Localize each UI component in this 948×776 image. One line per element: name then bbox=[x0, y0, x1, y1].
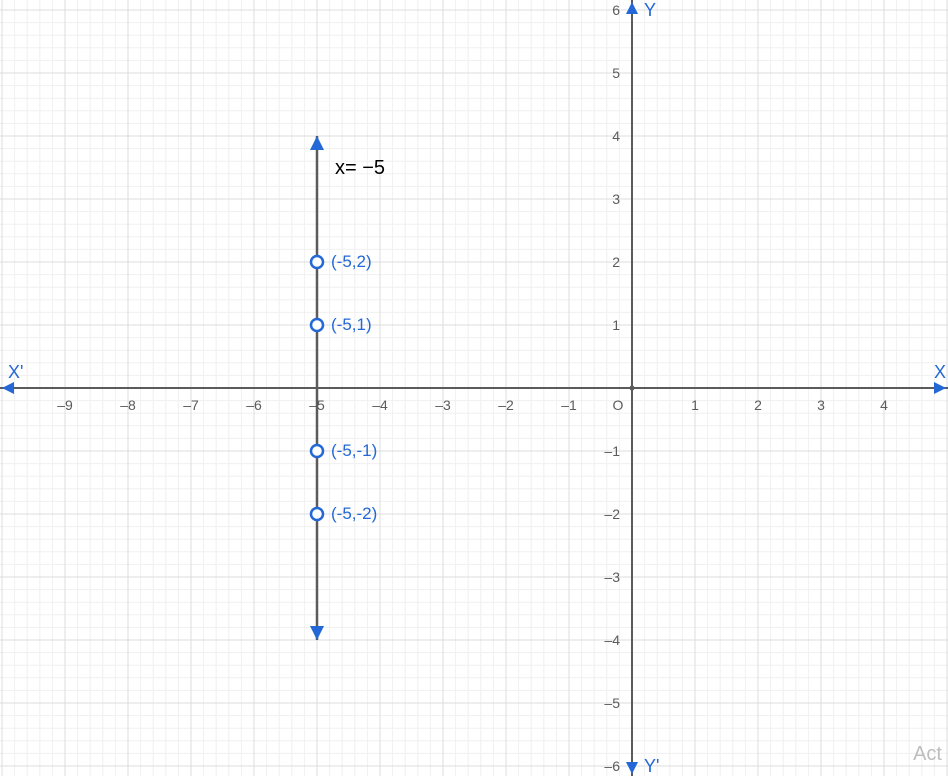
y-tick-label: 2 bbox=[612, 254, 620, 270]
y-tick-label: 5 bbox=[612, 65, 620, 81]
y-tick-label: –1 bbox=[604, 443, 620, 459]
y-neg-label: Y' bbox=[644, 756, 659, 776]
arrowhead-icon bbox=[2, 382, 14, 394]
x-tick-label: –6 bbox=[246, 397, 262, 413]
x-tick-label: –1 bbox=[561, 397, 577, 413]
origin-dot bbox=[630, 386, 635, 391]
x-tick-label: –8 bbox=[120, 397, 136, 413]
y-pos-label: Y bbox=[644, 0, 656, 20]
y-tick-label: –2 bbox=[604, 506, 620, 522]
x-tick-label: 2 bbox=[754, 397, 762, 413]
x-tick-label: –3 bbox=[435, 397, 451, 413]
chart-svg: –9–8–7–6–5–4–3–2–11234–6–5–4–3–2–1123456… bbox=[0, 0, 948, 776]
y-tick-label: –3 bbox=[604, 569, 620, 585]
origin-label: O bbox=[613, 397, 624, 413]
watermark-text: Act bbox=[913, 743, 942, 765]
x-tick-label: 3 bbox=[817, 397, 825, 413]
plotted-point bbox=[311, 319, 323, 331]
y-tick-label: 3 bbox=[612, 191, 620, 207]
y-tick-label: –4 bbox=[604, 632, 620, 648]
plotted-point bbox=[311, 256, 323, 268]
x-tick-label: 4 bbox=[880, 397, 888, 413]
x-neg-label: X' bbox=[8, 362, 23, 382]
plotted-point bbox=[311, 508, 323, 520]
line-equation-label: x= −5 bbox=[335, 157, 385, 179]
point-label: (-5,-2) bbox=[331, 504, 377, 523]
x-tick-label: –9 bbox=[57, 397, 73, 413]
y-tick-label: 1 bbox=[612, 317, 620, 333]
x-tick-label: –4 bbox=[372, 397, 388, 413]
plotted-point bbox=[311, 445, 323, 457]
x-tick-label: –7 bbox=[183, 397, 199, 413]
y-tick-label: –6 bbox=[604, 758, 620, 774]
y-tick-label: –5 bbox=[604, 695, 620, 711]
arrowhead-icon bbox=[934, 382, 946, 394]
x-pos-label: X bbox=[934, 362, 946, 382]
x-tick-label: –2 bbox=[498, 397, 514, 413]
x-tick-label: 1 bbox=[691, 397, 699, 413]
point-label: (-5,-1) bbox=[331, 441, 377, 460]
arrowhead-icon bbox=[626, 2, 638, 14]
point-label: (-5,1) bbox=[331, 315, 372, 334]
point-label: (-5,2) bbox=[331, 252, 372, 271]
y-tick-label: 6 bbox=[612, 2, 620, 18]
arrowhead-icon bbox=[310, 626, 324, 640]
arrowhead-icon bbox=[310, 136, 324, 150]
arrowhead-icon bbox=[626, 762, 638, 774]
y-tick-label: 4 bbox=[612, 128, 620, 144]
chart-canvas: –9–8–7–6–5–4–3–2–11234–6–5–4–3–2–1123456… bbox=[0, 0, 948, 776]
